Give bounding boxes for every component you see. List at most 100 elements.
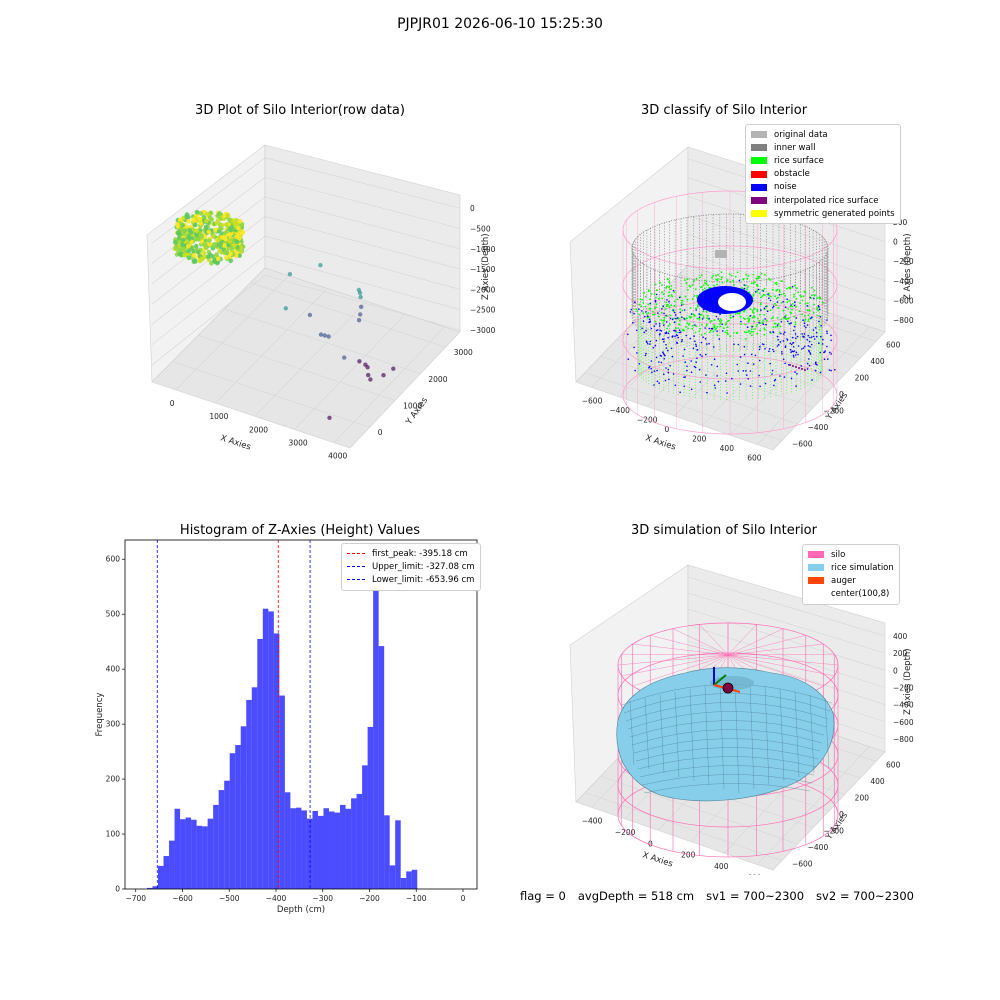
cls-rice-point [665,285,668,288]
histogram-xtick-3: −400 [266,894,287,903]
classify-legend-label: interpolated rice surface [774,195,879,206]
cls-rice-point [693,295,696,297]
cls-noise-point [731,377,733,380]
histogram-bar-38 [356,793,363,889]
raw-cluster-point [228,251,233,257]
histogram-bar-13 [218,790,225,889]
cls-noise-point [759,385,761,388]
cls-rice-point [663,316,666,319]
cls-rice-point [696,304,699,306]
raw-ztick-4: −2000 [470,285,496,294]
cls-rice-point [644,295,647,298]
cls-rice-point [681,309,684,312]
cls-noise-point [680,304,683,306]
cls-rice-point [716,325,719,328]
classify-legend-item: noise [751,181,895,194]
cls-noise-point [771,373,773,375]
histogram-legend-label: Lower_limit: -653.96 cm [372,574,475,585]
raw-cluster-point [189,239,194,245]
cls-rice-point [673,300,676,303]
cls-rice-point [750,328,753,331]
raw-cluster-point [229,225,234,230]
histogram-ytick-6: 600 [106,555,121,564]
cls-noise-point [782,301,784,303]
cls-rice-point [817,314,819,317]
cls-noise-point [710,327,713,330]
classify-legend-label: rice surface [774,155,824,166]
cls-rice-point [747,274,750,277]
raw-cluster-point [227,238,232,244]
cls-noise-point [773,379,776,382]
cls-noise-point [724,380,727,382]
classify-legend-item: rice surface [751,154,895,167]
cls-rice-point [803,314,806,317]
raw-cluster-point [213,227,218,233]
cls-interp-point-4 [801,368,803,370]
cls-rice-point [702,310,705,313]
cls-noise-point [826,345,828,348]
cls-noise-point [795,385,797,387]
sim-xtick-4: 400 [714,862,729,871]
cls-noise-point [826,319,828,321]
sim-silo-spoke [632,643,729,656]
raw-xgrid-3 [294,313,406,430]
cls-rice-point [666,315,669,317]
cls-ytick-4: 200 [855,373,870,382]
cls-rice-point [795,298,798,300]
histogram-legend-label: first_peak: -395.18 cm [372,548,468,559]
sim-mesh-line [794,691,800,778]
cls-noise-point [664,332,667,335]
histogram-xtick-6: −100 [406,894,427,903]
cls-rice-point [754,281,756,284]
cls-noise-point [809,296,811,299]
raw-outlier-point-20 [391,366,396,371]
cls-rice-point [780,293,783,296]
cls-noise-point [706,391,708,394]
cls-rice-point [780,301,783,304]
cls-noise-point [658,361,660,363]
histogram-bar-46 [400,878,407,889]
cls-rice-point [807,318,810,321]
cls-ygrid-1 [600,355,798,425]
raw-xgrid-0 [175,275,289,391]
cls-rice-point [777,307,780,309]
sim-mesh-line [749,682,755,790]
cls-noise-point [793,350,796,352]
cls-rice-point [789,311,792,314]
cls-noise-point [759,345,761,348]
cls-noise-point [772,331,774,333]
cls-rice-point [787,308,789,310]
cls-rice-point [647,303,650,306]
cls-rice-point [669,323,671,326]
cls-noise-point [684,361,687,363]
cls-noise-point [681,316,683,318]
cls-rice-point [732,279,734,282]
raw-cluster-point [224,255,229,260]
cls-noise-point [792,341,795,344]
cls-noise-point [715,315,718,318]
cls-rice-point [705,325,708,327]
cls-noise-point [803,345,806,348]
sim-mesh-line [809,694,815,774]
sim-silo-spoke [727,635,806,656]
simulation-legend-item: rice simulation [808,561,894,574]
cls-noise-point [797,353,799,356]
cls-noise-point [827,358,829,360]
cls-noise-point [699,381,702,383]
cls-noise-point [821,343,824,345]
cls-rice-point [642,312,645,315]
cls-rice-point [716,334,719,337]
cls-rice-point [803,290,806,293]
cls-rice-point [768,277,770,280]
raw-zgrid-5 [264,255,461,310]
histogram-bar-39 [362,765,368,889]
cls-rice-point [643,292,645,294]
cls-rice-point [756,289,759,291]
sim-mesh-line [627,711,827,730]
cls-rice-point [668,286,671,289]
cls-rice-point [708,286,711,289]
cls-noise-point [682,355,684,357]
cls-noise-point [672,309,674,311]
cls-noise-point [814,361,817,364]
cls-noise-point [806,324,809,326]
